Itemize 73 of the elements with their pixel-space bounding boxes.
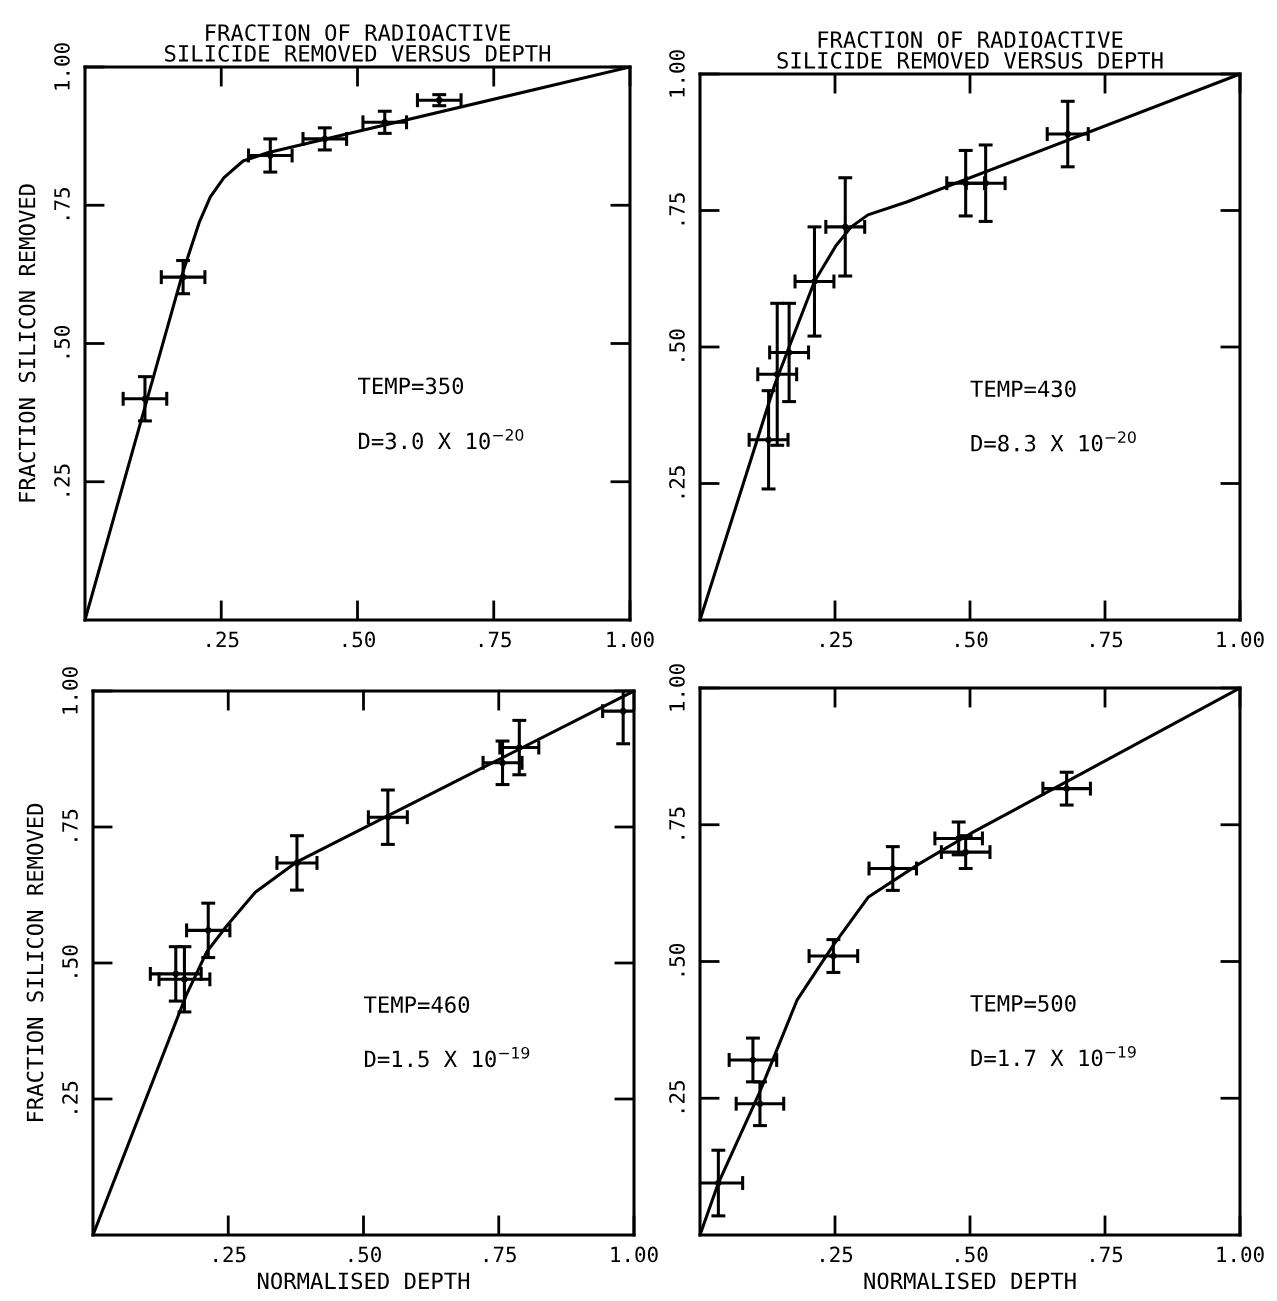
y-tick-label: .50 [669,329,685,361]
x-tick-label: .50 [349,1246,381,1263]
annotation: D=8.3 X 10$^{−20}$ [971,431,1136,452]
y-tick-label: 1.00 [669,50,685,97]
point [773,371,781,378]
point [765,436,772,444]
annotation: D=3.0 X 10$^{−20}$ [358,429,524,450]
x-tick-label: 1.00 [1217,1246,1264,1263]
y-tick-label: .25 [669,466,685,498]
annotation: D=1.5 X 10$^{−19}$ [364,1046,530,1068]
chart-title: FRACTION OF RADIOACTIVE SILICIDE REMOVED VERSUS DEPTH [777,31,1163,69]
point [982,179,989,187]
point [749,1056,757,1064]
x-tick-label: .75 [1091,631,1123,648]
point [181,976,188,983]
y-tick-label: .50 [669,944,685,976]
x-tick-label: .25 [821,1246,853,1263]
annotation: TEMP=430 [970,380,1076,398]
x-tick-label: .25 [214,1246,246,1263]
y-tick-label: .75 [669,807,685,839]
y-axis-title: FRACTION SILICON REMOVED [18,184,36,502]
point [384,813,392,821]
point [715,1179,722,1187]
y-tick-label: .50 [62,945,78,977]
x-tick-label: 1.00 [611,1246,658,1263]
point [785,349,793,356]
y-tick-label: .50 [54,326,70,358]
y-axis-title: FRACTION SILICON REMOVED [26,803,44,1122]
y-tick-label: .75 [62,809,78,841]
chart-title: FRACTION OF RADIOACTIVE SILICIDE REMOVED VERSUS DEPTH [165,24,551,62]
y-tick-label: .75 [54,188,70,220]
point [1064,130,1072,138]
y-tick-label: .25 [669,1081,685,1113]
x-tick-label: .75 [1091,1246,1123,1263]
point [516,744,523,751]
point [619,707,627,715]
point [204,927,212,934]
point [841,223,849,231]
annotation: TEMP=500 [970,994,1076,1012]
point [321,135,329,143]
x-axis-title: NORMALISED DEPTH [257,1272,470,1290]
point [962,848,969,856]
point [267,152,274,159]
annotation: TEMP=350 [358,377,464,395]
point [172,970,180,978]
x-tick-label: .75 [479,631,511,648]
x-tick-label: .25 [207,631,239,648]
x-tick-label: .50 [343,631,375,648]
y-tick-label: 1.00 [54,43,70,90]
x-tick-label: .50 [956,1246,988,1263]
point [499,759,506,767]
x-tick-label: 1.00 [607,631,654,648]
x-tick-label: .75 [484,1246,516,1263]
point [1063,785,1070,792]
point [962,179,969,187]
point [811,278,818,285]
point [756,1100,764,1108]
y-tick-label: 1.00 [669,664,685,711]
x-tick-label: .50 [956,631,988,648]
x-tick-label: .25 [821,631,853,648]
point [889,865,897,872]
y-tick-label: 1.00 [62,667,78,714]
point [179,273,187,281]
y-tick-label: .75 [669,193,685,225]
point [293,859,301,867]
x-axis-title: NORMALISED DEPTH [864,1272,1076,1290]
point [830,952,837,960]
annotation: TEMP=460 [364,996,470,1014]
y-tick-label: .25 [54,464,70,496]
x-tick-label: 1.00 [1217,631,1264,648]
point [955,835,962,842]
y-tick-label: .25 [62,1081,78,1113]
annotation: D=1.7 X 10$^{−19}$ [971,1045,1136,1067]
